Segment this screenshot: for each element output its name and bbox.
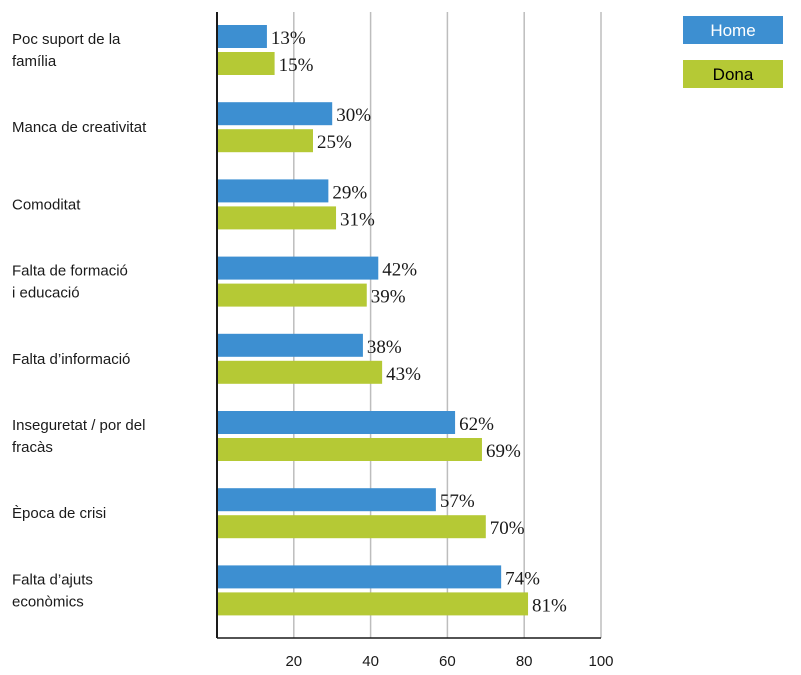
category-label-0: Poc suport de la família	[12, 31, 121, 70]
bar-dona-4	[218, 360, 383, 384]
category-label-2: Comoditat	[12, 196, 81, 213]
bar-home-3	[218, 256, 379, 280]
category-label-line: fracàs	[12, 439, 53, 456]
category-label-7: Falta d’ajuts econòmics	[12, 571, 93, 610]
category-label-line: Falta d’ajuts	[12, 571, 93, 588]
bar-dona-3	[218, 283, 367, 307]
bar-home-5	[218, 411, 456, 434]
bar-home-7	[218, 565, 502, 589]
category-label-line: Falta de formació	[12, 263, 128, 280]
value-label-home-7: 74%	[505, 568, 540, 589]
x-tick-label: 40	[362, 653, 379, 670]
category-label-line: Època de crisi	[12, 505, 106, 522]
x-tick-label: 20	[285, 653, 302, 670]
legend-swatch-dona	[683, 60, 783, 88]
bar-dona-6	[218, 515, 486, 539]
value-label-dona-0: 15%	[279, 55, 314, 76]
value-label-dona-7: 81%	[532, 595, 567, 616]
bar-dona-1	[218, 129, 313, 153]
value-label-dona-2: 31%	[340, 209, 375, 230]
bar-home-2	[218, 179, 329, 203]
legend: Home Dona	[683, 16, 783, 88]
category-label-line: Falta d’informació	[12, 351, 130, 368]
value-label-home-4: 38%	[367, 337, 402, 358]
category-label-3: Falta de formació i educació	[12, 263, 128, 302]
value-label-dona-1: 25%	[317, 132, 352, 153]
bar-dona-2	[218, 206, 337, 230]
category-label-line: Poc suport de la	[12, 31, 121, 48]
bar-home-4	[218, 333, 363, 357]
value-label-dona-3: 39%	[371, 287, 406, 308]
x-tick-label: 100	[588, 653, 613, 670]
value-label-dona-6: 70%	[490, 518, 525, 539]
x-tick-label: 60	[439, 653, 456, 670]
bar-home-6	[218, 488, 436, 512]
x-axis-ticks: 20 40 60 80 100	[217, 637, 614, 670]
value-label-home-6: 57%	[440, 491, 475, 512]
category-label-4: Falta d’informació	[12, 351, 130, 368]
bars	[218, 25, 529, 616]
legend-swatch-home	[683, 16, 783, 44]
value-label-home-0: 13%	[271, 28, 306, 49]
x-tick-label: 80	[516, 653, 533, 670]
value-label-home-2: 29%	[332, 182, 367, 203]
bar-dona-0	[218, 52, 275, 75]
category-label-line: Comoditat	[12, 196, 81, 213]
value-labels: 13% 15% 30% 25% 29% 31% 42% 39% 38% 43% 62% 69% 57% 7…	[271, 28, 567, 616]
category-label-6: Època de crisi	[12, 505, 106, 522]
value-label-home-1: 30%	[336, 105, 371, 126]
category-label-line: econòmics	[12, 593, 84, 610]
category-label-line: família	[12, 53, 57, 70]
legend-label-dona: Dona	[713, 65, 754, 84]
bar-home-1	[218, 102, 333, 126]
bar-dona-7	[218, 592, 529, 616]
category-label-line: Inseguretat / por del	[12, 417, 145, 434]
value-label-dona-5: 69%	[486, 441, 521, 462]
category-label-line: i educació	[12, 285, 80, 302]
value-label-home-3: 42%	[382, 260, 417, 281]
value-label-dona-4: 43%	[386, 364, 421, 385]
legend-label-home: Home	[710, 21, 755, 40]
bar-home-0	[218, 25, 267, 48]
category-labels: Poc suport de la família Manca de creativi…	[12, 31, 147, 610]
category-label-5: Inseguretat / por del fracàs	[12, 417, 145, 456]
bar-dona-5	[218, 438, 482, 461]
category-label-1: Manca de creativitat	[12, 119, 147, 136]
value-label-home-5: 62%	[459, 414, 494, 435]
category-label-line: Manca de creativitat	[12, 119, 147, 136]
